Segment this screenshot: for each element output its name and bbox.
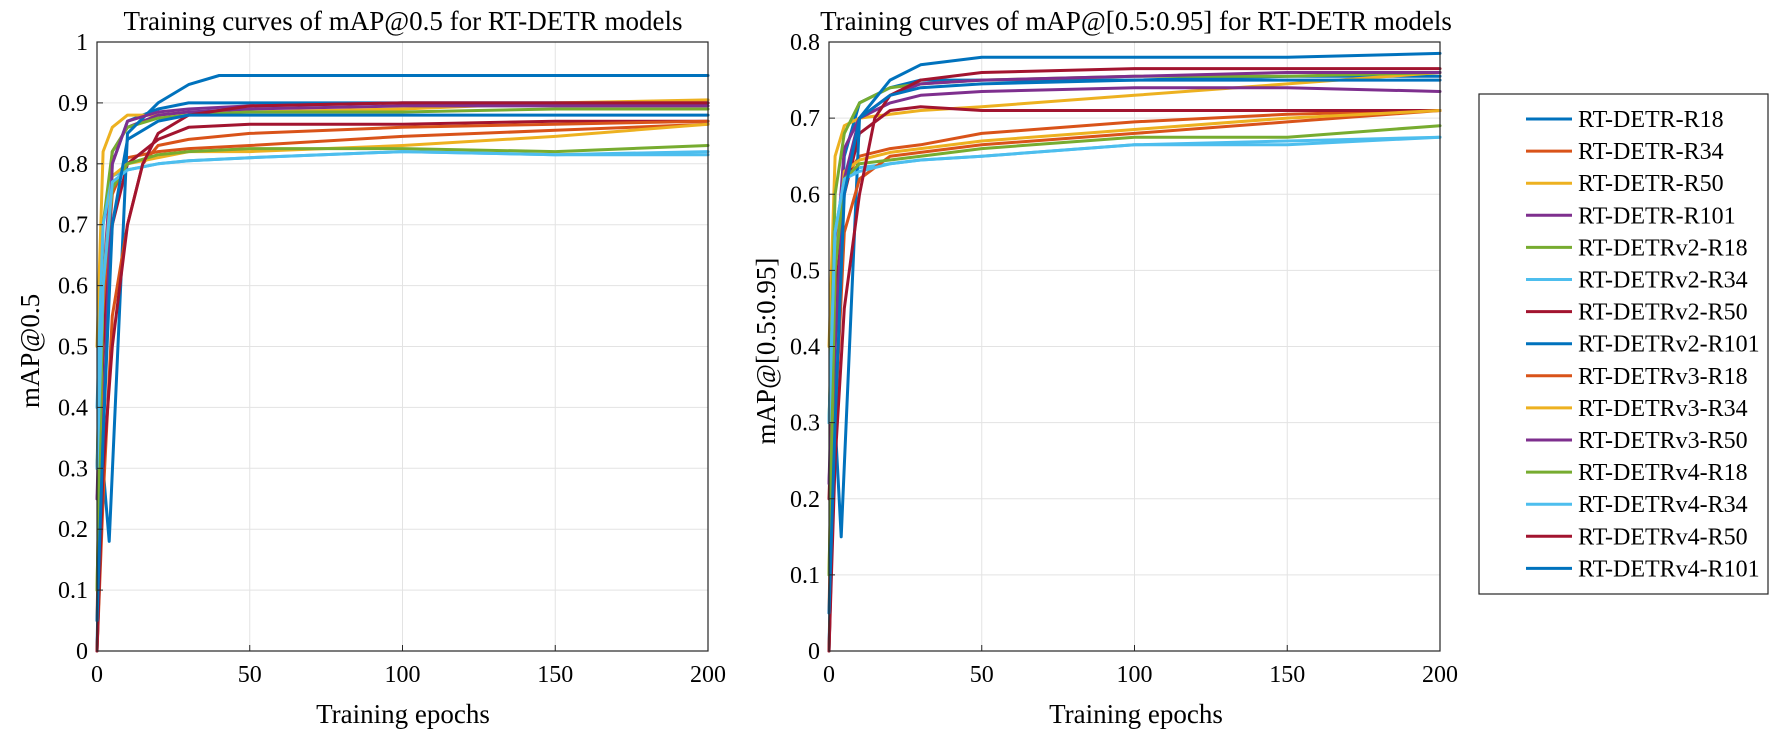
- y-axis-label: mAP@0.5: [15, 294, 45, 408]
- x-tick-label: 200: [1422, 662, 1458, 688]
- series-group: [95, 74, 710, 653]
- y-axis-label: mAP@[0.5:0.95]: [751, 258, 781, 445]
- y-tick-label: 0.4: [790, 335, 820, 361]
- x-tick-label: 100: [385, 662, 421, 688]
- y-tick-label: 0.2: [790, 487, 820, 513]
- series-line: [95, 150, 710, 470]
- chart-map50: Training curves of mAP@0.5 for RT-DETR m…: [15, 6, 726, 729]
- y-tick-label: 0.2: [58, 517, 88, 543]
- y-tick-label: 0.5: [58, 335, 88, 361]
- y-tick-label: 0.4: [58, 395, 88, 421]
- series-line: [95, 107, 710, 470]
- legend-label: RT-DETRv3-R50: [1578, 428, 1748, 454]
- legend: RT-DETR-R18 RT-DETR-R34 RT-DETR-R50 RT-DETR…: [1478, 93, 1769, 595]
- y-tick-label: 0.1: [58, 578, 88, 604]
- y-tick-label: 0.7: [58, 213, 88, 239]
- x-tick-label: 100: [1117, 662, 1153, 688]
- legend-label: RT-DETRv4-R50: [1578, 524, 1748, 550]
- legend-label: RT-DETR-R34: [1578, 139, 1724, 165]
- chart-map50-95: Training curves of mAP@[0.5:0.95] for RT…: [751, 6, 1458, 729]
- legend-label: RT-DETRv2-R101: [1578, 332, 1760, 358]
- series-line: [827, 71, 1442, 485]
- y-tick-label: 0.7: [790, 106, 820, 132]
- series-line: [827, 51, 1442, 653]
- x-tick-label: 200: [690, 662, 726, 688]
- y-tick-label: 0: [76, 639, 88, 665]
- y-tick-label: 0.8: [58, 152, 88, 178]
- series-line: [827, 135, 1442, 425]
- y-tick-label: 0.3: [58, 456, 88, 482]
- y-tick-label: 0.6: [58, 274, 88, 300]
- y-tick-label: 0.9: [58, 91, 88, 117]
- series-line: [827, 78, 1442, 615]
- legend-label: RT-DETRv3-R34: [1578, 396, 1748, 422]
- y-tick-label: 0.3: [790, 411, 820, 437]
- legend-label: RT-DETRv4-R18: [1578, 460, 1748, 486]
- x-tick-label: 150: [1269, 662, 1305, 688]
- chart-title: Training curves of mAP@0.5 for RT-DETR m…: [124, 6, 683, 36]
- y-tick-label: 0.6: [790, 182, 820, 208]
- y-tick-label: 1: [76, 30, 88, 56]
- legend-label: RT-DETRv2-R50: [1578, 300, 1748, 326]
- series-line: [827, 71, 1442, 425]
- series-line: [95, 122, 710, 622]
- y-tick-label: 0: [808, 639, 820, 665]
- x-axis-label: Training epochs: [316, 699, 490, 729]
- series-line: [827, 71, 1442, 348]
- y-tick-label: 0.1: [790, 563, 820, 589]
- x-tick-label: 150: [537, 662, 573, 688]
- x-tick-label: 50: [238, 662, 262, 688]
- legend-label: RT-DETR-R101: [1578, 203, 1736, 229]
- series-group: [827, 51, 1442, 653]
- series-line: [95, 113, 710, 622]
- y-tick-label: 0.8: [790, 30, 820, 56]
- legend-label: RT-DETR-R18: [1578, 107, 1724, 133]
- legend-label: RT-DETR-R50: [1578, 171, 1724, 197]
- legend-label: RT-DETRv2-R34: [1578, 268, 1748, 294]
- legend-label: RT-DETRv4-R101: [1578, 556, 1760, 582]
- legend-label: RT-DETRv4-R34: [1578, 492, 1748, 518]
- series-line: [95, 74, 710, 653]
- x-tick-label: 0: [91, 662, 103, 688]
- y-tick-label: 0.5: [790, 258, 820, 284]
- series-line: [95, 101, 710, 653]
- legend-label: RT-DETRv2-R18: [1578, 235, 1748, 261]
- series-line: [827, 124, 1442, 577]
- x-tick-label: 50: [970, 662, 994, 688]
- x-axis-label: Training epochs: [1049, 699, 1223, 729]
- grid: [96, 41, 709, 652]
- chart-title: Training curves of mAP@[0.5:0.95] for RT…: [820, 6, 1452, 36]
- legend-label: RT-DETRv3-R18: [1578, 364, 1748, 390]
- x-tick-label: 0: [823, 662, 835, 688]
